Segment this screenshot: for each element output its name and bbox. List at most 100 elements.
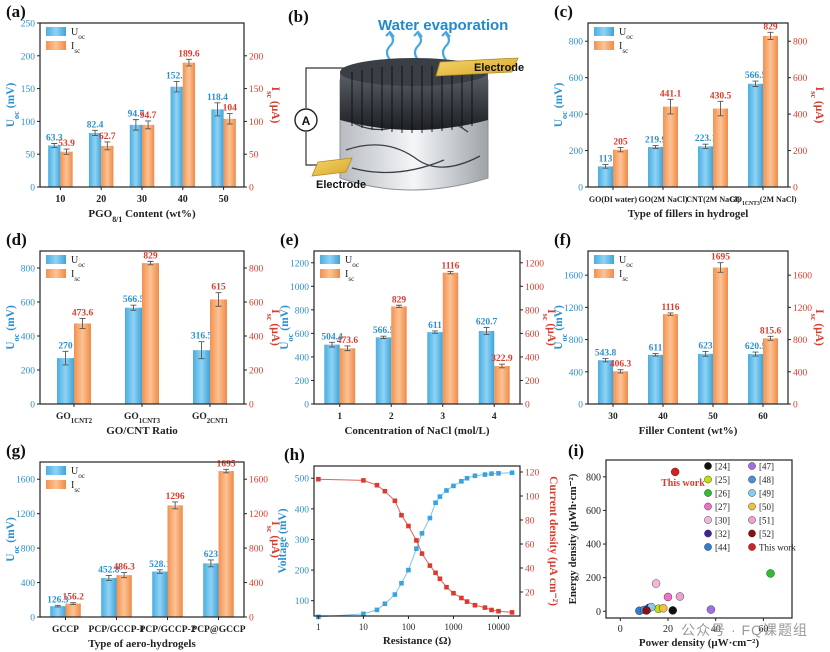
point-52 <box>642 606 651 615</box>
error-bar <box>156 569 163 574</box>
voltage-point <box>437 494 443 499</box>
y-axis-title-left: Uoc (mV) <box>553 305 569 350</box>
voltage-line <box>318 472 513 618</box>
legend-label-isc: Isc <box>619 269 628 283</box>
legend-marker <box>704 516 712 524</box>
bar-isc-3 <box>763 35 778 188</box>
legend-swatch-uoc <box>46 255 66 264</box>
bar-uoc-3 <box>478 330 495 404</box>
data-label: 53.9 <box>58 139 75 149</box>
data-label: 452.8 <box>98 565 120 575</box>
plot-frame <box>587 250 789 405</box>
legend-label-isc: Isc <box>619 41 628 55</box>
error-bar <box>702 143 709 149</box>
error-bar <box>767 335 774 341</box>
error-bar <box>667 98 674 115</box>
current-point <box>472 602 478 608</box>
error-bar <box>752 351 759 357</box>
y-tick-label-left: 200 <box>21 367 36 377</box>
bottom-electrode-label: Electrode <box>316 179 366 191</box>
legend-marker <box>704 543 712 551</box>
y-tick-label-right: 1200 <box>249 510 268 520</box>
current-point <box>496 608 501 614</box>
voltage-point <box>472 473 478 479</box>
data-label: 156.2 <box>62 593 84 603</box>
legend-label-isc: Isc <box>71 269 80 283</box>
data-label: 815.6 <box>760 326 782 336</box>
bar-uoc-3 <box>748 354 763 404</box>
voltage-point <box>509 470 515 476</box>
bar-isc-3 <box>494 365 510 404</box>
x-axis-title: Power density (μW·cm⁻²) <box>639 637 760 649</box>
bar-isc-2 <box>713 267 728 404</box>
error-bar <box>70 602 77 605</box>
bar-isc-3 <box>218 471 234 617</box>
legend-label-isc: Isc <box>71 41 80 55</box>
point-47 <box>706 605 716 614</box>
y-tick-label-right: 800 <box>249 265 264 275</box>
legend-marker <box>748 529 756 538</box>
error-bar <box>717 262 724 273</box>
data-label: 113 <box>599 155 613 165</box>
current-point <box>427 563 433 568</box>
legend-label: [26] <box>715 489 730 499</box>
error-bar <box>79 317 86 330</box>
bar-uoc-4 <box>211 109 224 187</box>
current-point <box>489 607 494 613</box>
error-bar <box>214 102 221 117</box>
bar-isc-2 <box>142 124 155 187</box>
current-point <box>509 610 515 615</box>
error-bar <box>395 304 402 309</box>
plot-frame <box>605 459 793 619</box>
data-label: 829 <box>143 251 158 261</box>
bar-uoc-3 <box>170 86 183 187</box>
error-bar <box>54 604 61 608</box>
legend-marker <box>748 462 756 470</box>
legend-label: [49] <box>759 489 774 499</box>
data-label: 1116 <box>662 303 680 313</box>
x-tick-label: 10000 <box>487 622 510 632</box>
x-tick-label: GCCP <box>52 625 79 635</box>
legend-label: [27] <box>715 502 730 512</box>
voltage-point <box>399 580 404 586</box>
error-bar <box>145 120 152 130</box>
y-axis-title-right: Isc (μA) <box>266 309 282 346</box>
data-label: 504.4 <box>321 332 343 342</box>
watermark-text: 公众号 · FQ课题组 <box>681 622 808 638</box>
error-bar <box>92 129 99 137</box>
data-label: 223.1 <box>695 134 717 144</box>
current-point <box>459 595 464 601</box>
error-bar <box>185 58 192 67</box>
voltage-point <box>382 601 388 607</box>
bar-uoc-2 <box>193 350 210 404</box>
legend-label: This work <box>759 543 796 553</box>
y-tick-label-right: 1600 <box>249 476 268 486</box>
y-tick-label-left: 1600 <box>16 476 35 486</box>
data-label: 829 <box>392 295 407 305</box>
legend-label-isc: Isc <box>345 269 354 283</box>
y-tick-label: 0 <box>596 607 601 618</box>
legend-label-uoc: Uoc <box>71 27 85 41</box>
y-tick-label: 800 <box>586 472 601 483</box>
current-point <box>433 570 438 576</box>
current-point <box>392 498 398 504</box>
x-tick-label: 50 <box>219 194 229 205</box>
y-axis-title-right: Isc (μA) <box>810 87 826 124</box>
y-tick-label-left: 500 <box>295 475 310 485</box>
legend-label-isc: Isc <box>71 480 80 494</box>
legend-label: [52] <box>759 529 774 539</box>
data-label: 620.5 <box>745 342 767 352</box>
plot-frame <box>39 22 245 188</box>
data-label: 205 <box>613 137 628 147</box>
y-tick-label-right: 50 <box>249 151 259 161</box>
legend-swatch-uoc <box>320 255 340 264</box>
y-tick-label-right: 400 <box>249 333 264 343</box>
point-51 <box>675 592 685 601</box>
error-bar <box>602 164 609 169</box>
bar-uoc-1 <box>101 578 117 617</box>
bar-isc-1 <box>391 306 407 404</box>
current-point <box>361 478 366 483</box>
bar-isc-2 <box>167 505 183 617</box>
